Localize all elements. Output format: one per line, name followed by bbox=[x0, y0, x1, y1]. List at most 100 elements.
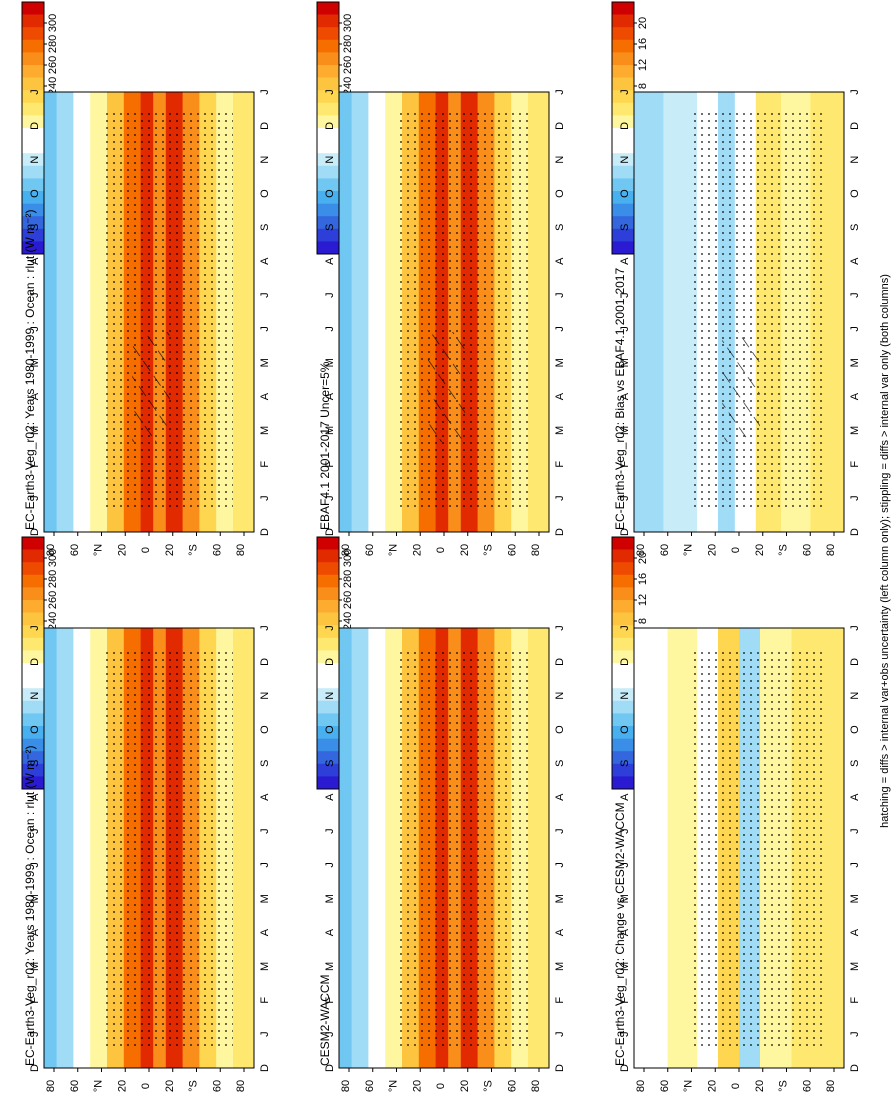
lat-tick-label: 80 bbox=[530, 544, 542, 556]
colorbar-bot-left: 201612840-4-8-12-16-20 bbox=[611, 1, 649, 255]
field-band bbox=[44, 628, 57, 1068]
month-tick-label: D bbox=[619, 1064, 631, 1072]
colorbar-swatch bbox=[22, 537, 44, 550]
month-tick-label: F bbox=[324, 461, 336, 468]
colorbar-swatch bbox=[612, 562, 634, 576]
colorbar-swatch bbox=[317, 713, 339, 727]
month-tick-label-right: M bbox=[849, 894, 861, 903]
lat-tick-label: 60 bbox=[211, 1080, 223, 1092]
colorbar-tick-label: 260 bbox=[47, 56, 59, 74]
month-tick-label: F bbox=[619, 461, 631, 468]
lat-tick-label: °S bbox=[483, 1080, 495, 1092]
month-tick-label-right: A bbox=[849, 793, 861, 801]
month-tick-label: M bbox=[619, 358, 631, 367]
month-tick-label: S bbox=[324, 224, 336, 231]
month-tick-label-right: J bbox=[554, 625, 566, 631]
month-tick-label: J bbox=[324, 1031, 336, 1037]
colorbar-swatch bbox=[22, 77, 44, 91]
lat-tick-label: 0 bbox=[140, 1083, 152, 1089]
month-tick-label: F bbox=[29, 997, 41, 1004]
lat-tick-label: 20 bbox=[116, 1080, 128, 1092]
month-tick-label-right: J bbox=[259, 828, 271, 834]
month-tick-label: J bbox=[619, 1031, 631, 1037]
month-tick-label-right: J bbox=[259, 625, 271, 631]
stippling bbox=[692, 648, 823, 1048]
month-tick-label-right: M bbox=[259, 894, 271, 903]
colorbar-swatch bbox=[612, 191, 634, 204]
footnote: hatching = diffs > internal var+obs unce… bbox=[879, 274, 891, 828]
month-tick-label: J bbox=[619, 862, 631, 868]
month-tick-label-right: A bbox=[259, 257, 271, 265]
colorbar-swatch bbox=[317, 77, 339, 91]
month-tick-label-right: A bbox=[849, 392, 861, 400]
colorbar-tick-label: 240 bbox=[342, 77, 354, 95]
month-tick-label-right: J bbox=[849, 292, 861, 298]
month-tick-label-right: M bbox=[849, 426, 861, 435]
colorbar-swatch bbox=[612, 574, 634, 588]
lat-tick-label: °N bbox=[93, 1080, 105, 1092]
month-tick-label-right: S bbox=[849, 760, 861, 767]
colorbar-swatch bbox=[317, 178, 339, 192]
panel-title: CESM2-WACCM bbox=[318, 974, 332, 1066]
month-tick-label-right: A bbox=[554, 257, 566, 265]
colorbar-swatch bbox=[22, 102, 44, 116]
colorbar-tick-label: 8 bbox=[637, 83, 649, 89]
lat-tick-label: 60 bbox=[659, 1080, 671, 1092]
lat-tick-label: °S bbox=[778, 1080, 790, 1092]
month-tick-label: D bbox=[29, 1064, 41, 1072]
colorbar-swatch bbox=[317, 600, 339, 613]
colorbar-swatch bbox=[22, 574, 44, 588]
colorbar-swatch bbox=[317, 65, 339, 78]
colorbar-tick-label: 20 bbox=[637, 552, 649, 564]
stippling bbox=[692, 112, 823, 512]
month-tick-label-right: M bbox=[554, 426, 566, 435]
month-tick-label-right: J bbox=[849, 625, 861, 631]
month-tick-label-right: J bbox=[849, 326, 861, 332]
month-tick-label: J bbox=[324, 326, 336, 332]
colorbar-swatch bbox=[612, 128, 634, 141]
colorbar-swatch bbox=[22, 700, 44, 714]
month-tick-label-right: J bbox=[259, 862, 271, 868]
colorbar-swatch bbox=[612, 52, 634, 66]
colorbar-swatch bbox=[22, 14, 44, 28]
month-tick-label: J bbox=[29, 495, 41, 501]
month-tick-label: O bbox=[29, 725, 41, 734]
colorbar-swatch bbox=[317, 700, 339, 714]
colorbar-swatch bbox=[612, 751, 634, 765]
lat-tick-label: 20 bbox=[411, 544, 423, 556]
month-tick-label-right: O bbox=[554, 189, 566, 198]
month-tick-label: S bbox=[619, 224, 631, 231]
month-tick-label: J bbox=[29, 625, 41, 631]
month-tick-label: M bbox=[29, 426, 41, 435]
lat-tick-label: 0 bbox=[730, 1083, 742, 1089]
colorbar-swatch bbox=[317, 574, 339, 588]
field-band bbox=[528, 628, 550, 1068]
month-tick-label-right: N bbox=[554, 156, 566, 164]
footnote-text: hatching = diffs > internal var+obs unce… bbox=[879, 274, 891, 828]
colorbar-swatch bbox=[317, 216, 339, 230]
month-tick-label-right: A bbox=[849, 257, 861, 265]
colorbar-swatch bbox=[612, 2, 634, 15]
colorbar-swatch bbox=[22, 612, 44, 626]
colorbar-swatch bbox=[317, 140, 339, 154]
colorbar-tick-label: 260 bbox=[342, 591, 354, 609]
colorbar-swatch bbox=[612, 600, 634, 613]
field-band bbox=[634, 92, 664, 532]
month-tick-label-right: D bbox=[259, 1064, 271, 1072]
panel-title: EC-Earth3-Veg_r02: Change vs CESM2-WACCM bbox=[613, 802, 627, 1066]
lat-tick-label: °N bbox=[388, 544, 400, 556]
colorbar-swatch bbox=[612, 612, 634, 626]
colorbar-swatch bbox=[612, 700, 634, 714]
month-tick-label: J bbox=[324, 625, 336, 631]
month-tick-label: F bbox=[619, 997, 631, 1004]
month-tick-label-right: J bbox=[554, 1031, 566, 1037]
colorbar-swatch bbox=[317, 14, 339, 28]
colorbar-swatch bbox=[22, 650, 44, 664]
month-tick-label: M bbox=[324, 962, 336, 971]
panels-layer: 3002802602402202001801601401201008060°N2… bbox=[21, 1, 861, 1092]
colorbar-swatch bbox=[317, 165, 339, 179]
field-band bbox=[818, 628, 845, 1068]
lat-tick-label: 80 bbox=[825, 544, 837, 556]
month-tick-label: A bbox=[324, 257, 336, 265]
colorbar-tick-label: 300 bbox=[342, 549, 354, 567]
